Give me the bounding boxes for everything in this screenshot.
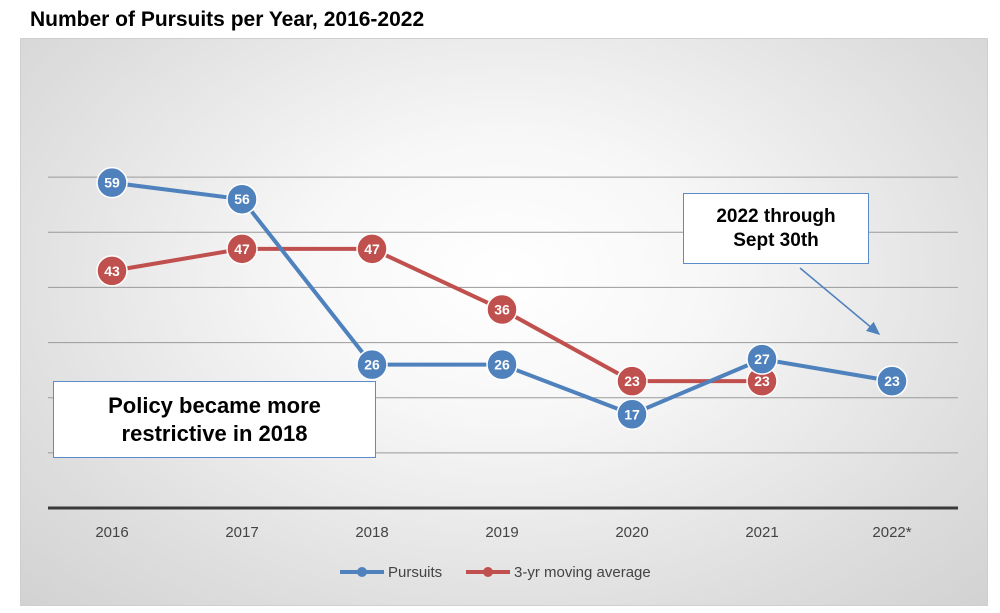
x-tick-label: 2016 <box>95 524 128 541</box>
legend-item: Pursuits <box>340 564 442 581</box>
x-tick-label: 2017 <box>225 524 258 541</box>
chart-title: Number of Pursuits per Year, 2016-2022 <box>30 8 425 31</box>
data-label: 23 <box>754 373 770 389</box>
data-label: 47 <box>364 241 380 257</box>
annotation-arrow <box>799 267 881 335</box>
data-point <box>96 255 128 287</box>
data-point <box>876 365 908 397</box>
data-label: 23 <box>884 373 900 389</box>
data-point <box>356 233 388 265</box>
data-point <box>486 348 518 381</box>
legend-swatch-marker <box>357 567 367 577</box>
legend-swatch-marker <box>483 567 493 577</box>
data-point <box>356 348 388 381</box>
legend-item: 3-yr moving average <box>466 564 651 581</box>
x-tick-label: 2019 <box>485 524 518 541</box>
x-tick-label: 2022* <box>872 524 911 541</box>
legend-label: Pursuits <box>388 564 442 581</box>
partial-year-annotation: 2022 through Sept 30th <box>683 193 869 264</box>
data-point <box>616 398 648 431</box>
legend-label: 3-yr moving average <box>514 564 651 581</box>
data-label: 23 <box>624 373 640 389</box>
data-point <box>226 183 258 215</box>
series-pursuits: 59 56 26 26 17 27 23 <box>96 166 908 431</box>
partial-year-annotation-line-1: 2022 through <box>716 206 836 227</box>
series-line <box>111 246 762 384</box>
data-label: 36 <box>494 301 510 317</box>
x-tick-label: 2021 <box>745 524 778 541</box>
data-label: 26 <box>494 357 510 373</box>
policy-annotation-line-2: restrictive in 2018 <box>121 421 308 446</box>
data-label: 17 <box>624 406 640 422</box>
series-moving-average: 43 47 47 36 23 23 <box>96 233 778 397</box>
policy-annotation-line-1: Policy became more <box>108 393 321 418</box>
data-label: 43 <box>104 263 120 279</box>
partial-year-annotation-line-2: Sept 30th <box>733 230 819 251</box>
data-point <box>746 343 778 375</box>
x-tick-label: 2018 <box>355 524 388 541</box>
data-point <box>486 293 518 326</box>
policy-annotation: Policy became more restrictive in 2018 <box>53 381 376 458</box>
data-label: 56 <box>234 191 250 207</box>
data-point <box>226 233 258 265</box>
data-label: 59 <box>104 175 120 191</box>
x-tick-label: 2020 <box>615 524 648 541</box>
data-label: 47 <box>234 241 250 257</box>
data-point <box>616 365 648 397</box>
data-label: 27 <box>754 351 770 367</box>
data-point <box>96 166 128 199</box>
data-label: 26 <box>364 357 380 373</box>
